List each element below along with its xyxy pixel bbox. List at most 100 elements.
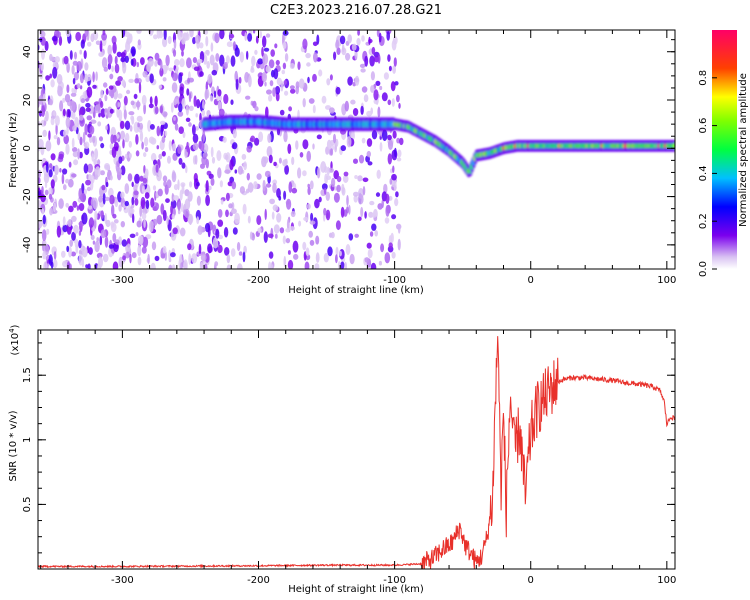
spectrogram-noise-cell: [391, 98, 395, 107]
spectrogram-noise-cell: [124, 154, 128, 159]
spectrogram-noise-cell: [367, 161, 373, 166]
spectrogram-noise-cell: [127, 173, 133, 182]
snr-y-label: SNR (10 * v/v): [8, 410, 19, 481]
spectrogram-noise-cell: [142, 177, 148, 184]
spectrogram-noise-cell: [371, 130, 378, 140]
spectrogram-noise-cell: [59, 100, 64, 112]
spectrogram-noise-cell: [316, 167, 321, 179]
spectrogram-noise-cell: [252, 30, 256, 34]
spectrogram-noise-cell: [136, 115, 143, 122]
spectrogram-noise-cell: [370, 71, 375, 81]
spectrogram-noise-cell: [289, 63, 295, 69]
spectrogram-noise-cell: [354, 75, 360, 86]
spectrogram-noise-cell: [120, 191, 125, 199]
spectrogram-noise-cell: [130, 100, 135, 106]
spectrogram-noise-cell: [75, 31, 82, 42]
snr-multiplier-prefix: (x10: [10, 333, 21, 356]
spectrogram-noise-cell: [236, 241, 241, 252]
spectrogram-noise-cell: [94, 174, 99, 180]
spectrogram-noise-cell: [307, 76, 310, 84]
spectrogram-noise-cell: [185, 165, 188, 174]
spectrogram-noise-cell: [112, 233, 117, 243]
spectrogram-noise-cell: [281, 69, 286, 75]
spectrogram-noise-cell: [122, 61, 127, 74]
spectrogram-noise-cell: [140, 196, 146, 208]
spectrogram-noise-cell: [128, 111, 135, 116]
spectrogram-noise-cell: [78, 230, 82, 236]
spectrogram-noise-cell: [120, 52, 126, 58]
spectrogram-noise-cell: [93, 158, 97, 166]
spectrogram-noise-cell: [320, 161, 327, 173]
spectrogram-noise-cell: [193, 66, 200, 72]
spectrogram-noise-cell: [172, 143, 176, 149]
spectrogram-noise-cell: [210, 177, 215, 186]
spectrogram-noise-cell: [239, 186, 245, 194]
spectrogram-noise-cell: [168, 249, 172, 262]
spectrogram-noise-cell: [122, 255, 126, 261]
spectrogram-noise-cell: [50, 117, 55, 126]
spectrogram-noise-cell: [181, 98, 186, 110]
spectrogram-noise-cell: [88, 105, 95, 114]
spectrogram-noise-cell: [286, 218, 290, 231]
spectrogram-noise-cell: [120, 165, 126, 176]
spectrogram-noise-cell: [295, 85, 300, 95]
spectrogram-noise-cell: [329, 74, 333, 81]
spectrogram-noise-cell: [358, 154, 365, 164]
spectrogram-noise-cell: [207, 73, 213, 84]
snr-frame: [37, 329, 676, 570]
spectrogram-noise-cell: [42, 214, 46, 225]
spectrogram-noise-cell: [65, 178, 70, 184]
spectrogram-noise-cell: [162, 111, 168, 117]
spectrogram-noise-cell: [276, 213, 282, 223]
spectrogram-noise-cell: [100, 210, 104, 219]
spectrogram-noise-cell: [147, 120, 152, 132]
spectrogram-noise-cell: [158, 84, 162, 89]
spectrogram-noise-cell: [374, 230, 379, 237]
spectrogram-noise-cell: [207, 243, 213, 254]
spectrogram-noise-cell: [84, 62, 89, 71]
spectrogram-noise-cell: [344, 261, 347, 269]
spectrogram-noise-cell: [101, 57, 108, 69]
spectrogram-noise-cell: [70, 92, 77, 97]
spectrogram-noise-cell: [104, 196, 110, 202]
spectrogram-noise-cell: [329, 107, 335, 114]
spectrogram-noise-cell: [84, 123, 88, 136]
spectrogram-noise-cell: [275, 59, 280, 66]
spectrogram-x-tick-label: -300: [111, 275, 134, 286]
spectrogram-x-tick-label: 0: [528, 275, 534, 286]
spectrogram-noise-cell: [44, 189, 49, 196]
spectrogram-noise-cell: [116, 148, 122, 159]
spectrogram-noise-cell: [381, 129, 388, 142]
spectrogram-noise-cell: [133, 93, 138, 100]
spectrogram-noise-cell: [110, 221, 115, 228]
snr-x-label: Height of straight line (km): [288, 584, 424, 595]
spectrogram-noise-cell: [128, 140, 132, 148]
spectrogram-noise-cell: [53, 135, 58, 140]
spectrogram-noise-cell: [394, 198, 399, 207]
spectrogram-noise-cell: [361, 86, 368, 93]
spectrogram-noise-cell: [88, 247, 93, 255]
spectrogram-noise-cell: [179, 58, 185, 68]
spectrogram-noise-cell: [388, 65, 392, 72]
spectrogram-noise-cell: [66, 245, 70, 253]
spectrogram-noise-cell: [95, 40, 101, 46]
spectrogram-noise-cell: [52, 66, 58, 79]
spectrogram-noise-cell: [104, 163, 110, 171]
spectrogram-noise-cell: [124, 55, 129, 63]
spectrogram-noise-cell: [71, 231, 76, 241]
spectrogram-noise-cell: [248, 75, 252, 88]
snr-multiplier-exponent: 4: [8, 328, 16, 333]
spectrogram-noise-cell: [335, 246, 339, 257]
spectrogram-noise-cell: [192, 133, 199, 144]
snr-multiplier: (x104): [8, 324, 21, 355]
spectrogram-noise-cell: [356, 37, 361, 46]
spectrogram-noise-cell: [269, 80, 274, 87]
spectrogram-noise-cell: [70, 251, 76, 257]
spectrogram-noise-cell: [112, 213, 117, 219]
spectrogram-noise-cell: [49, 73, 52, 79]
spectrogram-noise-cell: [149, 96, 153, 105]
spectrogram-noise-cell: [268, 261, 272, 269]
spectrogram-noise-cell: [105, 88, 109, 95]
spectrogram-noise-cell: [188, 122, 192, 127]
